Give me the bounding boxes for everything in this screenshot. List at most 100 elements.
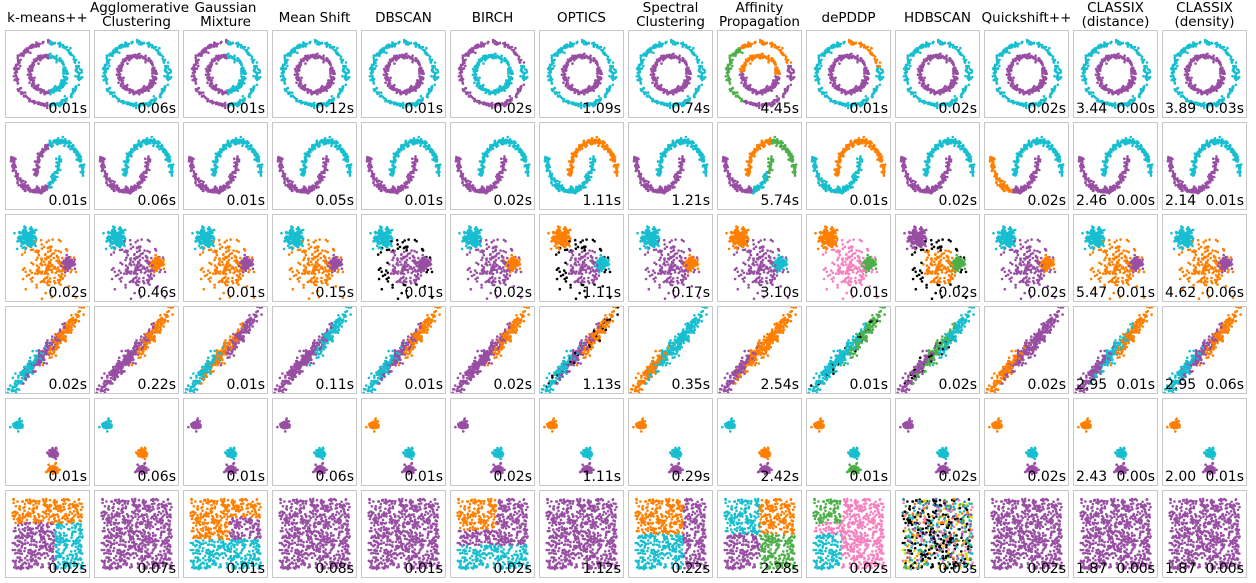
data-point <box>322 60 325 64</box>
data-point <box>55 60 58 64</box>
data-point <box>19 86 23 90</box>
data-point <box>210 82 214 85</box>
data-point <box>317 91 320 94</box>
data-point <box>421 97 425 100</box>
data-point <box>595 79 598 82</box>
data-point <box>309 40 312 44</box>
data-point <box>862 102 865 105</box>
data-point <box>375 86 379 90</box>
data-point <box>227 104 230 108</box>
data-point <box>224 103 227 107</box>
data-point <box>457 75 461 78</box>
data-point <box>491 56 495 60</box>
data-point <box>678 54 681 57</box>
data-point <box>666 102 670 106</box>
data-point <box>258 75 262 79</box>
data-point <box>676 104 680 108</box>
data-point <box>298 78 301 81</box>
data-point <box>688 72 691 75</box>
data-point <box>792 68 795 72</box>
data-point <box>220 40 223 44</box>
data-point <box>372 81 376 84</box>
data-point <box>642 86 646 90</box>
panel-noisy_circles-1: 0.06s <box>94 30 179 118</box>
column-title-7: Spectral Clustering <box>624 1 717 29</box>
data-point <box>475 84 479 88</box>
data-point <box>54 89 57 93</box>
data-point <box>758 103 761 107</box>
scatter-plot <box>546 38 618 110</box>
data-point <box>682 57 685 60</box>
data-point <box>133 54 136 57</box>
data-point <box>823 95 827 98</box>
data-point <box>592 89 595 92</box>
data-point <box>15 77 18 80</box>
data-point <box>144 86 148 89</box>
scatter-plot <box>457 38 529 110</box>
column-title-6: OPTICS <box>535 11 628 25</box>
data-point <box>863 98 867 102</box>
data-point <box>673 88 677 91</box>
data-point <box>639 81 643 84</box>
data-point <box>635 75 639 78</box>
data-point <box>476 78 479 81</box>
data-point <box>471 50 474 53</box>
data-point <box>428 57 431 61</box>
data-point <box>388 63 392 66</box>
data-point <box>105 56 108 59</box>
runtime-label: 0.01s <box>49 102 87 117</box>
data-point <box>154 97 158 100</box>
data-point <box>508 46 512 49</box>
data-point <box>655 82 659 85</box>
data-point <box>164 67 167 70</box>
data-point <box>610 75 614 78</box>
data-point <box>548 71 552 74</box>
data-point <box>154 72 157 75</box>
data-point <box>151 98 155 102</box>
data-point <box>213 87 216 91</box>
data-point <box>684 102 687 105</box>
data-point <box>513 52 517 56</box>
data-point <box>550 56 553 59</box>
data-point <box>197 58 200 62</box>
data-point <box>745 44 748 48</box>
data-point <box>473 97 477 101</box>
data-point <box>192 71 196 74</box>
data-point <box>194 88 198 91</box>
data-point <box>424 52 428 56</box>
data-point <box>600 48 603 52</box>
data-point <box>673 91 676 94</box>
data-point <box>169 75 173 79</box>
data-point <box>42 40 45 44</box>
data-point <box>697 88 700 91</box>
panel-noisy_circles-7: 0.74s <box>628 30 713 118</box>
data-point <box>218 103 221 107</box>
data-point <box>317 88 321 91</box>
data-point <box>37 62 40 65</box>
data-point <box>489 54 492 57</box>
data-point <box>772 98 776 102</box>
data-point <box>103 71 107 74</box>
data-point <box>766 89 769 93</box>
data-point <box>829 97 833 101</box>
data-point <box>228 91 231 94</box>
data-point <box>408 91 411 94</box>
data-point <box>206 72 210 76</box>
data-point <box>678 102 681 105</box>
data-point <box>686 95 690 98</box>
data-point <box>211 76 214 80</box>
data-point <box>651 81 654 84</box>
data-point <box>336 46 339 50</box>
data-point <box>774 98 778 102</box>
data-point <box>53 104 57 108</box>
data-point <box>667 54 670 57</box>
data-point <box>50 88 54 91</box>
data-point <box>300 60 303 63</box>
data-point <box>876 67 879 70</box>
data-point <box>298 99 301 103</box>
data-point <box>550 54 554 57</box>
data-point <box>419 95 423 98</box>
data-point <box>102 78 105 82</box>
data-point <box>327 59 331 63</box>
